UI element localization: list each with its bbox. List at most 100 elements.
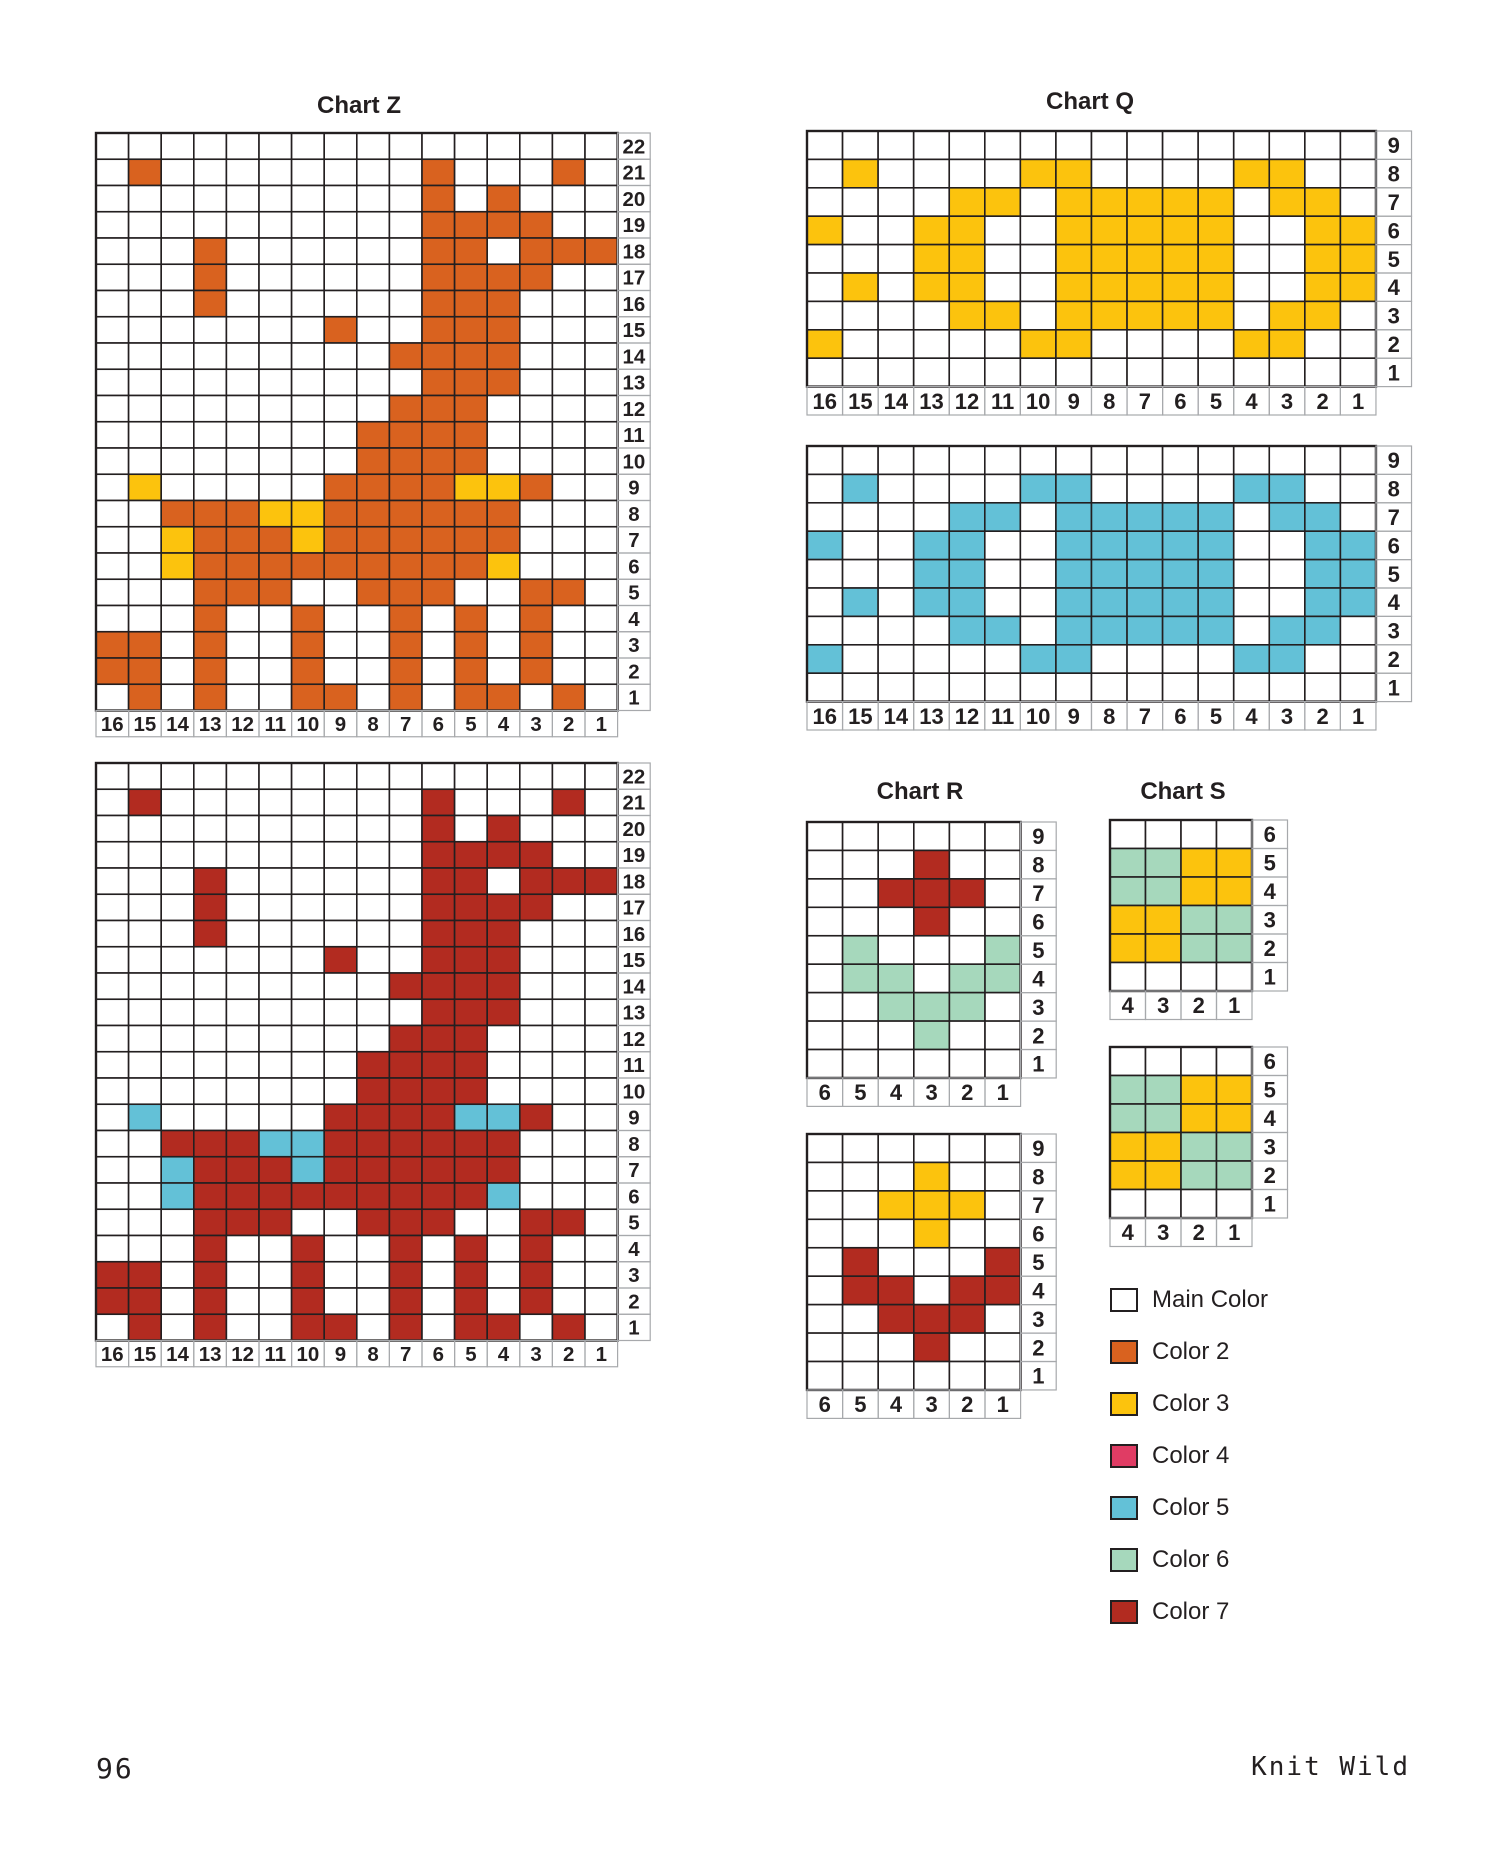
row-number-label: 4 (1032, 1278, 1045, 1303)
stitch-cell (877, 187, 915, 218)
legend-item: Color 6 (1110, 1534, 1268, 1586)
stitch-cell (1268, 473, 1306, 504)
stitch-cell (1215, 1131, 1253, 1162)
stitch-cell (193, 263, 228, 292)
stitch-number-label: 1 (1352, 704, 1364, 729)
stitch-cell (1019, 243, 1057, 274)
stitch-cell (912, 357, 951, 388)
stitch-cell (421, 420, 456, 449)
stitch-cell (806, 158, 844, 189)
row-number-label: 5 (628, 1212, 639, 1235)
stitch-cell (258, 237, 293, 266)
stitch-cell (1339, 501, 1377, 532)
stitch-cell (225, 630, 260, 659)
stitch-cell (323, 945, 358, 974)
row-number-label: 2 (1264, 1163, 1276, 1188)
stitch-cell (1304, 530, 1342, 561)
row-number-label: 14 (623, 345, 646, 368)
stitch-cell (841, 672, 879, 703)
stitch-cell (421, 919, 456, 948)
stitch-cell (1268, 272, 1306, 303)
stitch-cell (912, 187, 951, 218)
stitch-cell (584, 1287, 619, 1316)
stitch-number-box (584, 709, 619, 738)
stitch-cell (355, 814, 391, 843)
stitch-cell (160, 1077, 195, 1106)
stitch-cell (983, 445, 1022, 476)
stitch-cell (421, 263, 456, 292)
stitch-cell (1180, 1074, 1218, 1105)
stitch-cell (421, 1050, 456, 1079)
stitch-cell (160, 368, 195, 397)
stitch-cell (225, 1182, 260, 1211)
stitch-cell (584, 447, 619, 476)
stitch-cell (290, 604, 326, 633)
stitch-cell (258, 604, 293, 633)
stitch-number-label: 2 (1193, 993, 1205, 1018)
stitch-cell (258, 788, 293, 817)
stitch-cell (1197, 328, 1235, 359)
stitch-cell (258, 394, 293, 423)
stitch-cell (551, 604, 586, 633)
stitch-cell (323, 1313, 358, 1342)
stitch-cell (1339, 587, 1377, 618)
stitch-cell (877, 445, 915, 476)
stitch-cell (388, 420, 423, 449)
row-number-label: 2 (1264, 936, 1276, 961)
row-number-box (1251, 961, 1289, 992)
stitch-cell (1215, 876, 1253, 907)
stitch-cell (388, 1234, 423, 1263)
stitch-cell (841, 357, 879, 388)
stitch-cell (841, 1360, 879, 1391)
stitch-number-label: 4 (1122, 1220, 1135, 1245)
legend-item: Color 2 (1110, 1326, 1268, 1378)
stitch-cell (551, 867, 586, 896)
stitch-cell (355, 210, 391, 239)
stitch-cell (421, 210, 456, 239)
stitch-cell (323, 998, 358, 1027)
stitch-cell (1268, 328, 1306, 359)
stitch-cell (584, 158, 619, 187)
stitch-cell (877, 615, 915, 646)
row-number-label: 22 (623, 765, 646, 788)
row-number-label: 19 (623, 844, 646, 867)
stitch-cell (290, 184, 326, 213)
stitch-cell (355, 447, 391, 476)
stitch-cell (355, 1313, 391, 1342)
legend-label: Color 5 (1152, 1494, 1230, 1521)
stitch-cell (584, 893, 619, 922)
stitch-cell (258, 683, 293, 712)
stitch-cell (258, 1129, 293, 1158)
stitch-cell (948, 1246, 986, 1278)
stitch-cell (193, 525, 228, 554)
stitch-cell (258, 1208, 293, 1237)
stitch-cell (225, 263, 260, 292)
stitch-cell (421, 1024, 456, 1053)
stitch-cell (225, 525, 260, 554)
stitch-cell (323, 1260, 358, 1289)
stitch-cell (388, 998, 423, 1027)
row-number-label: 16 (623, 923, 646, 946)
stitch-cell (912, 1360, 951, 1391)
stitch-cell (806, 615, 844, 646)
stitch-cell (453, 893, 489, 922)
stitch-cell (388, 1182, 423, 1211)
stitch-cell (1339, 300, 1377, 331)
stitch-cell (160, 237, 195, 266)
stitch-cell (290, 342, 326, 371)
row-number-box (1375, 357, 1413, 388)
stitch-cell (948, 158, 986, 189)
stitch-cell (1019, 615, 1057, 646)
stitch-cell (806, 328, 844, 359)
stitch-cell (160, 394, 195, 423)
stitch-cell (584, 683, 619, 712)
row-number-label: 5 (1264, 1078, 1276, 1103)
stitch-cell (486, 1129, 521, 1158)
stitch-cell (225, 840, 260, 869)
stitch-cell (193, 394, 228, 423)
stitch-cell (355, 132, 391, 161)
stitch-cell (388, 1208, 423, 1237)
stitch-cell (421, 1182, 456, 1211)
chart-r-title: Chart R (876, 778, 964, 805)
